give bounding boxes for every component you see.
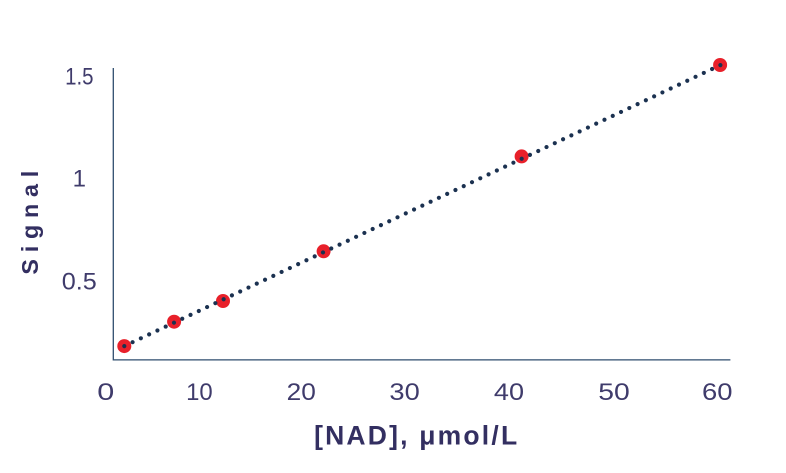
svg-text:[NAD], μmol/L: [NAD], μmol/L [314,420,519,450]
svg-text:40: 40 [494,379,524,406]
svg-text:10: 10 [186,379,213,406]
svg-text:1: 1 [73,166,86,193]
svg-text:1.5: 1.5 [65,63,93,90]
svg-text:20: 20 [287,379,316,406]
svg-text:50: 50 [598,379,630,406]
svg-text:30: 30 [389,379,419,406]
svg-text:0: 0 [97,379,114,406]
svg-text:Signal: Signal [17,164,43,275]
svg-text:60: 60 [702,379,733,406]
svg-text:0.5: 0.5 [62,269,97,296]
